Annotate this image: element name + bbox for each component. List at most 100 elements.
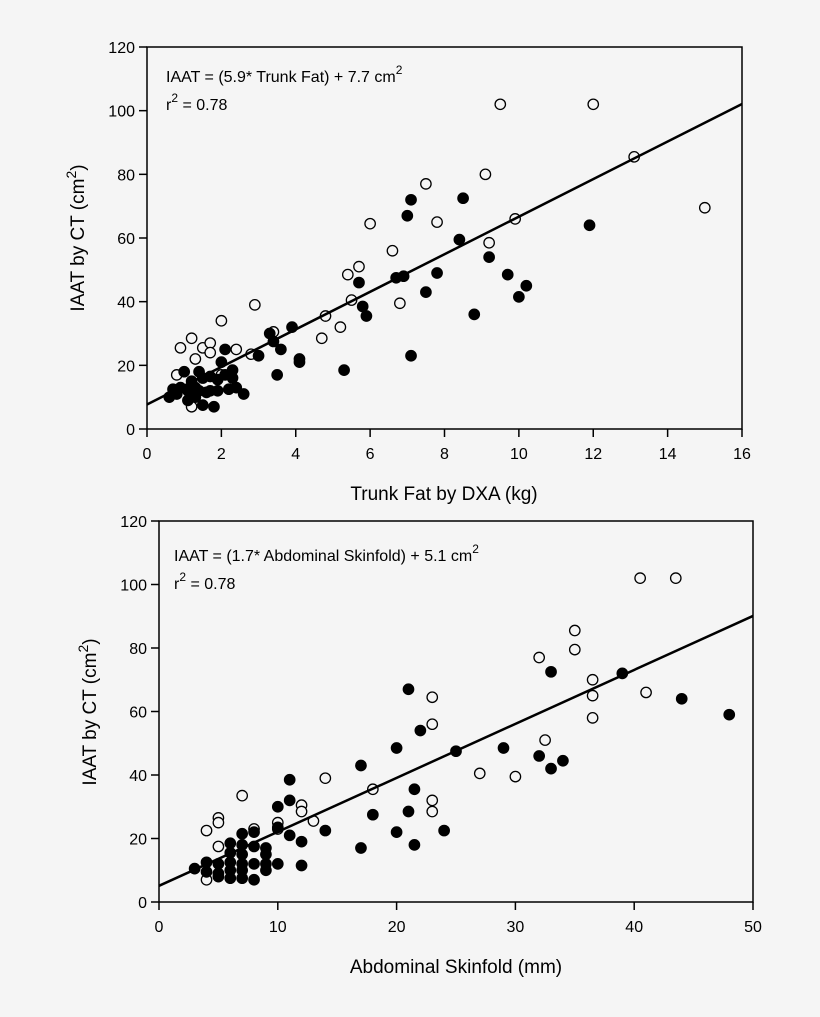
filled-data-point bbox=[212, 870, 225, 883]
filled-data-point bbox=[483, 251, 495, 263]
filled-data-point bbox=[533, 750, 546, 762]
open-data-point bbox=[426, 805, 439, 818]
open-data-point bbox=[394, 297, 406, 310]
filled-data-point bbox=[355, 759, 367, 772]
open-data-point bbox=[230, 343, 243, 356]
filled-data-point bbox=[283, 773, 296, 786]
filled-data-point bbox=[271, 369, 284, 381]
x-tick-label: 40 bbox=[625, 919, 643, 936]
open-data-point bbox=[586, 689, 599, 702]
filled-data-point bbox=[319, 824, 332, 837]
data-points bbox=[163, 98, 711, 413]
filled-data-point bbox=[356, 300, 369, 313]
filled-data-point bbox=[230, 381, 243, 394]
filled-data-point bbox=[401, 209, 414, 222]
y-tick-label: 80 bbox=[117, 167, 135, 184]
open-data-point bbox=[295, 805, 308, 818]
filled-data-point bbox=[178, 365, 191, 378]
filled-data-point bbox=[390, 826, 403, 839]
filled-data-point bbox=[295, 859, 308, 872]
filled-data-point bbox=[408, 783, 421, 796]
filled-data-point bbox=[557, 754, 569, 767]
open-data-point bbox=[204, 346, 217, 359]
open-data-point bbox=[568, 643, 581, 656]
open-data-point bbox=[568, 624, 581, 637]
open-data-point bbox=[212, 840, 225, 853]
filled-data-point bbox=[224, 837, 237, 850]
open-data-point bbox=[640, 686, 652, 699]
open-data-point bbox=[533, 651, 546, 664]
filled-data-point bbox=[545, 665, 557, 678]
open-data-point bbox=[698, 201, 711, 214]
y-tick-label: 120 bbox=[108, 40, 135, 57]
open-data-point bbox=[353, 260, 365, 273]
open-data-point bbox=[174, 341, 187, 354]
open-data-point bbox=[483, 236, 495, 249]
x-tick-label: 14 bbox=[659, 446, 677, 463]
filled-data-point bbox=[248, 826, 260, 839]
open-data-point bbox=[509, 770, 522, 783]
open-data-point bbox=[204, 337, 217, 349]
filled-data-point bbox=[224, 872, 237, 885]
filled-data-point bbox=[545, 762, 557, 775]
filled-data-point bbox=[402, 683, 415, 696]
x-axis-label: Abdominal Skinfold (mm) bbox=[350, 957, 562, 978]
filled-data-point bbox=[338, 364, 350, 376]
open-data-point bbox=[200, 824, 213, 837]
x-tick-label: 10 bbox=[510, 446, 528, 463]
open-data-point bbox=[587, 98, 600, 111]
filled-data-point bbox=[248, 873, 260, 886]
x-tick-label: 6 bbox=[366, 446, 375, 463]
filled-data-point bbox=[408, 838, 421, 851]
filled-data-point bbox=[366, 808, 379, 821]
filled-data-point bbox=[236, 827, 249, 840]
data-points bbox=[188, 572, 736, 886]
filled-data-point bbox=[723, 708, 736, 721]
filled-data-point bbox=[248, 858, 260, 870]
y-tick-label: 100 bbox=[108, 104, 135, 121]
x-axis-ticks: 0 10 20 30 40 50 bbox=[155, 902, 762, 936]
y-tick-label: 120 bbox=[120, 514, 147, 531]
y-tick-label: 40 bbox=[117, 295, 135, 312]
open-data-point bbox=[426, 794, 439, 807]
filled-data-point bbox=[501, 268, 514, 281]
filled-data-point bbox=[520, 279, 533, 292]
filled-data-point bbox=[360, 310, 373, 322]
x-tick-label: 30 bbox=[507, 919, 525, 936]
filled-data-point bbox=[260, 864, 272, 877]
open-data-point bbox=[426, 718, 439, 731]
y-axis-ticks: 0 20 40 60 80 100 120 bbox=[108, 40, 147, 439]
filled-data-point bbox=[431, 267, 443, 279]
open-data-point bbox=[189, 353, 202, 365]
filled-data-point bbox=[271, 858, 284, 870]
open-data-point bbox=[420, 178, 432, 190]
x-tick-label: 12 bbox=[584, 446, 602, 463]
filled-data-point bbox=[402, 805, 415, 818]
y-axis-ticks: 0 20 40 60 80 100 120 bbox=[120, 514, 159, 912]
filled-data-point bbox=[275, 343, 287, 356]
open-data-point bbox=[586, 711, 599, 724]
filled-data-point bbox=[219, 343, 231, 356]
open-data-point bbox=[364, 217, 376, 230]
filled-data-point bbox=[453, 233, 466, 246]
open-data-point bbox=[426, 691, 439, 704]
filled-data-point bbox=[390, 742, 403, 754]
open-data-point bbox=[494, 98, 507, 111]
filled-data-point bbox=[260, 848, 272, 861]
r-squared-annotation: r2 = 0.78 bbox=[166, 91, 227, 114]
open-data-point bbox=[586, 673, 599, 686]
y-tick-label: 40 bbox=[129, 768, 147, 785]
filled-data-point bbox=[457, 192, 469, 205]
filled-data-point bbox=[497, 742, 510, 754]
x-tick-label: 8 bbox=[440, 446, 449, 463]
open-data-point bbox=[248, 298, 261, 311]
open-data-point bbox=[539, 734, 551, 746]
filled-data-point bbox=[414, 724, 427, 737]
open-data-point bbox=[334, 321, 347, 333]
filled-data-point bbox=[468, 308, 481, 321]
equation-annotation: IAAT = (1.7* Abdominal Skinfold) + 5.1 c… bbox=[174, 542, 479, 565]
filled-data-point bbox=[226, 372, 239, 384]
x-axis-label: Trunk Fat by DXA (kg) bbox=[350, 484, 537, 505]
filled-data-point bbox=[283, 829, 296, 842]
